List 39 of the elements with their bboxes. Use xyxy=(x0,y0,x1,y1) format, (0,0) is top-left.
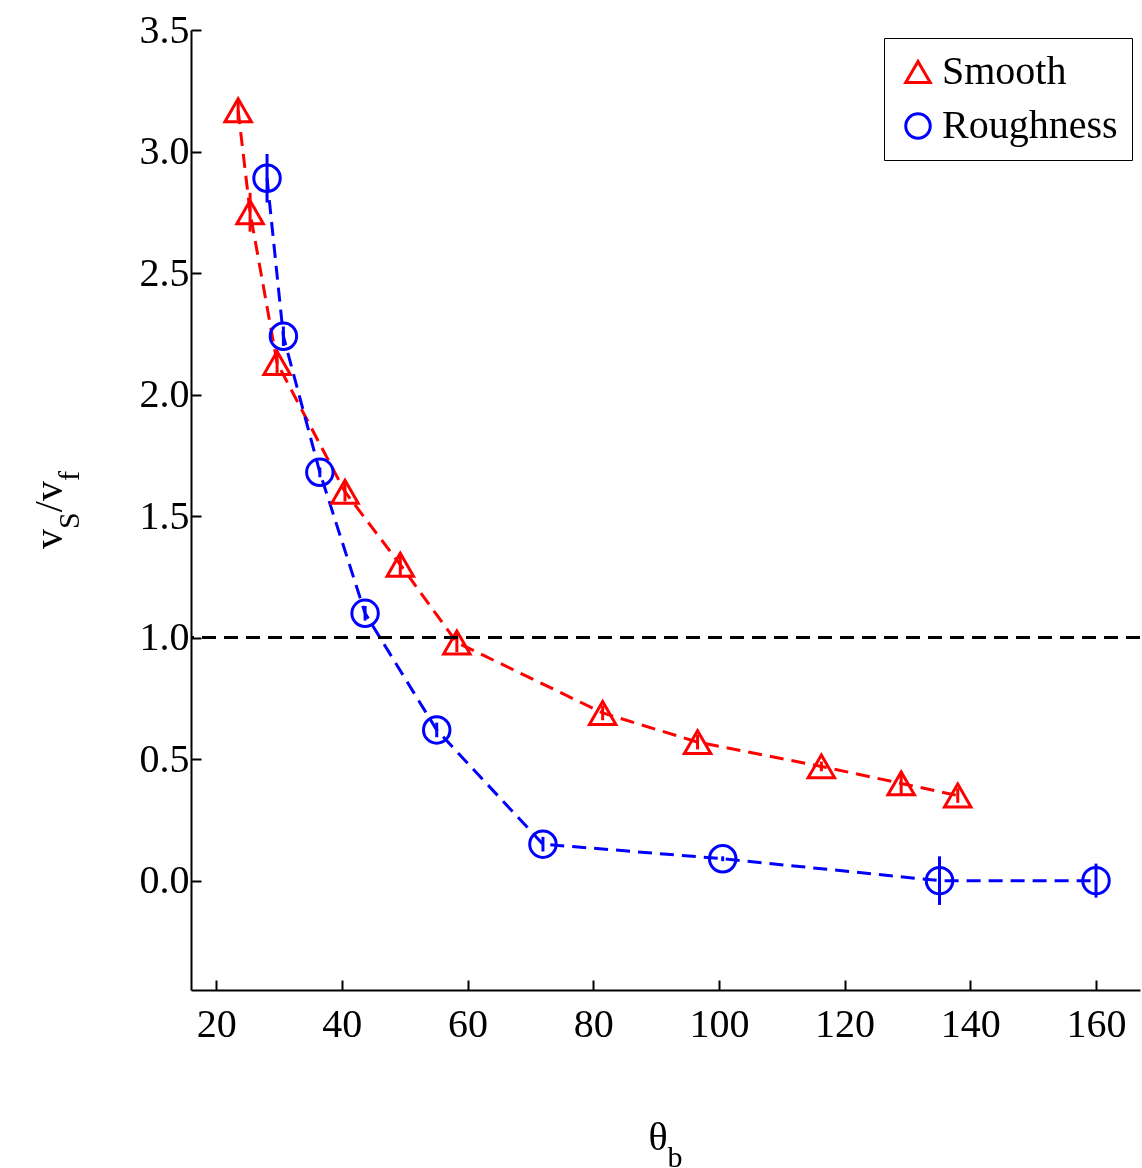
point xyxy=(350,598,380,628)
y-tick-label: 1.5 xyxy=(139,492,190,538)
y-tick-label: 3.5 xyxy=(139,6,190,52)
x-tick-label: 100 xyxy=(689,1000,750,1046)
x-axis-title: θ$_{b}$ xyxy=(648,1114,683,1168)
point xyxy=(422,715,452,745)
y-tick-label: 0.5 xyxy=(139,735,190,781)
y-tick-label: 2.5 xyxy=(139,249,190,295)
point xyxy=(943,782,973,809)
y-tick-label: 3.0 xyxy=(139,128,190,174)
x-tick-label: 20 xyxy=(196,1000,237,1046)
y-tick-label: 0.0 xyxy=(139,857,190,903)
point xyxy=(268,321,299,351)
x-tick-label: 80 xyxy=(573,1000,614,1046)
point xyxy=(528,829,558,859)
x-tick-label: 40 xyxy=(322,1000,363,1046)
point xyxy=(385,551,416,578)
point xyxy=(924,865,955,896)
x-tick-label: 120 xyxy=(815,1000,876,1046)
point xyxy=(1081,865,1111,896)
legend-label: Roughness xyxy=(942,102,1118,147)
point xyxy=(330,478,360,505)
point xyxy=(252,163,282,193)
point xyxy=(235,199,265,226)
y-tick-label: 1.0 xyxy=(139,614,190,660)
point xyxy=(223,97,253,124)
point xyxy=(886,770,916,797)
x-tick-label: 160 xyxy=(1066,1000,1127,1046)
x-tick-label: 60 xyxy=(448,1000,489,1046)
legend-label: Smooth xyxy=(942,48,1067,93)
point xyxy=(262,350,292,376)
point xyxy=(305,457,335,488)
point xyxy=(682,729,713,756)
x-tick-label: 140 xyxy=(940,1000,1001,1046)
y-tick-label: 2.0 xyxy=(139,371,190,417)
point xyxy=(587,699,618,726)
point xyxy=(707,844,738,874)
point xyxy=(806,753,837,780)
point xyxy=(442,629,472,656)
